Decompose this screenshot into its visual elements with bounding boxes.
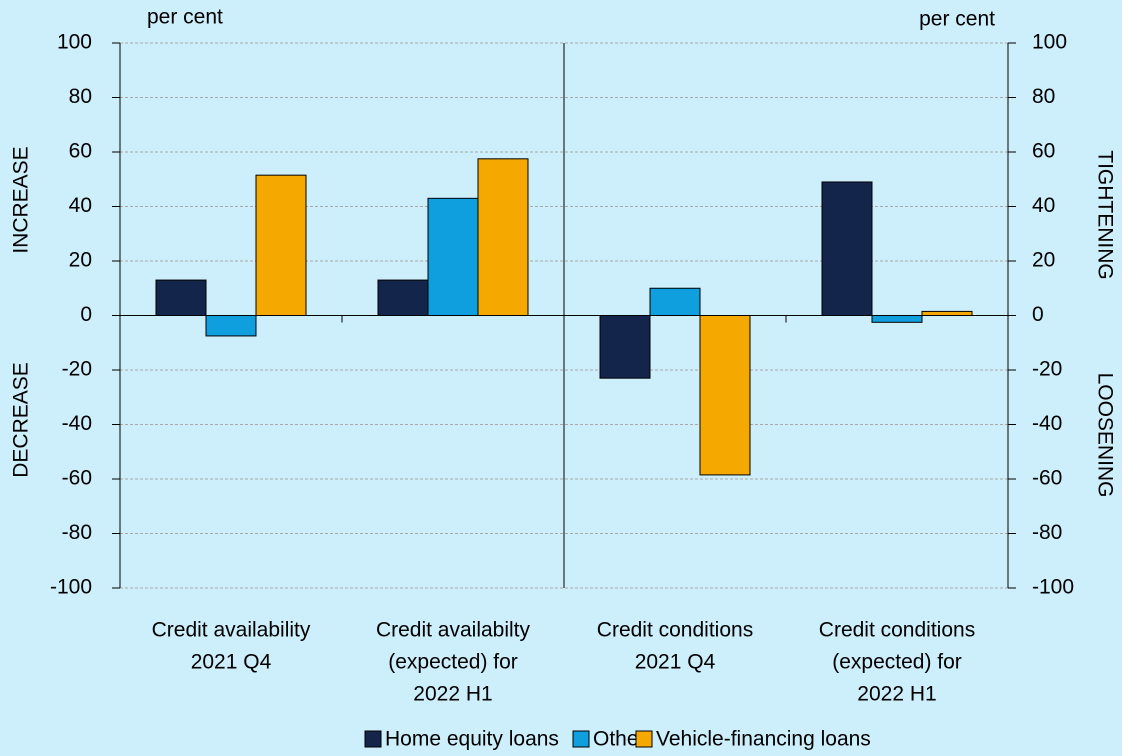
- y-label-down: DECREASE: [10, 362, 33, 478]
- y-tick-label: 40: [69, 194, 92, 217]
- y-tick-label: 60: [69, 140, 92, 163]
- y2-label-up: TIGHTENING: [1093, 150, 1116, 280]
- y-tick-label: -40: [62, 412, 92, 435]
- y-tick-label: 80: [69, 85, 92, 108]
- legend-swatch: [572, 730, 590, 748]
- legend-swatch: [364, 730, 382, 748]
- y2-tick-label: -100: [1032, 576, 1074, 599]
- x-tick-label: Credit conditions: [597, 619, 753, 642]
- y2-tick-label: 0: [1032, 303, 1044, 326]
- bar: [599, 315, 651, 379]
- y2-tick-label: -80: [1032, 521, 1062, 544]
- y2-tick-label: 80: [1032, 85, 1055, 108]
- y2-tick-label: 60: [1032, 140, 1055, 163]
- y-unit: per cent: [147, 6, 223, 29]
- y-tick-label: -80: [62, 521, 92, 544]
- y2-tick-label: 20: [1032, 249, 1055, 272]
- y-tick-label: -20: [62, 358, 92, 381]
- bar: [155, 279, 207, 317]
- y-tick-label: -100: [50, 576, 92, 599]
- y2-tick-label: -20: [1032, 358, 1062, 381]
- y2-unit: per cent: [919, 8, 995, 31]
- legend-label: Other: [593, 728, 646, 751]
- y2-tick-label: 40: [1032, 194, 1055, 217]
- bar: [871, 315, 923, 323]
- x-tick-label: Credit availabilty: [376, 619, 531, 642]
- y-tick-label: 100: [57, 31, 92, 54]
- y-tick-label: 20: [69, 249, 92, 272]
- bar: [821, 181, 873, 316]
- x-tick-label: Credit conditions: [819, 619, 975, 642]
- x-tick-label: (expected) for: [832, 651, 962, 674]
- bar: [649, 287, 701, 316]
- bar: [377, 279, 429, 317]
- x-tick-label: 2022 H1: [413, 683, 492, 706]
- x-tick-label: (expected) for: [388, 651, 518, 674]
- y2-tick-label: 100: [1032, 31, 1067, 54]
- bar: [921, 310, 973, 317]
- bar: [699, 315, 751, 476]
- y-label-up: INCREASE: [10, 146, 33, 253]
- legend-label: Home equity loans: [385, 728, 559, 751]
- x-tick-label: 2021 Q4: [191, 651, 272, 674]
- x-tick-label: Credit availability: [152, 619, 311, 642]
- y2-tick-label: -40: [1032, 412, 1062, 435]
- bar: [205, 315, 257, 337]
- y-tick-label: -60: [62, 467, 92, 490]
- y-tick-label: 0: [80, 303, 92, 326]
- x-tick-label: 2022 H1: [857, 683, 936, 706]
- bar: [255, 174, 307, 316]
- legend-swatch: [635, 730, 653, 748]
- bar: [427, 197, 479, 316]
- bar: [477, 158, 529, 316]
- x-tick-label: 2021 Q4: [635, 651, 716, 674]
- y2-tick-label: -60: [1032, 467, 1062, 490]
- y2-label-down: LOOSENING: [1093, 373, 1116, 498]
- legend-label: Vehicle-financing loans: [656, 728, 871, 751]
